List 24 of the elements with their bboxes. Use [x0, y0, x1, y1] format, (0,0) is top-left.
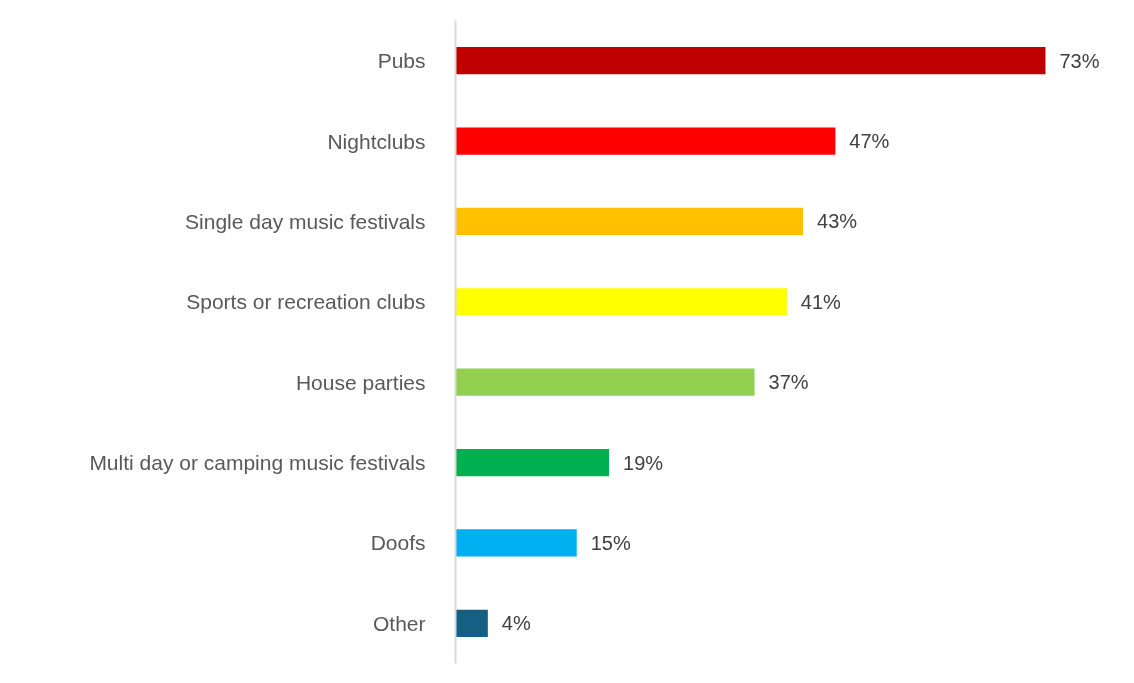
bar	[455, 288, 787, 316]
y-tick-label: Sports or recreation clubs	[186, 290, 426, 314]
y-tick-label: Multi day or camping music festivals	[89, 451, 426, 475]
bar	[455, 448, 610, 477]
bar	[455, 47, 1046, 75]
y-tick-label: Doofs	[370, 531, 426, 555]
bar	[455, 609, 488, 637]
data-label: 43%	[817, 210, 858, 233]
bar	[455, 368, 755, 396]
bar	[455, 127, 836, 155]
y-tick-label: Nightclubs	[327, 129, 426, 153]
data-label: 4%	[501, 612, 531, 635]
data-label: 15%	[590, 531, 631, 554]
data-label: 41%	[800, 290, 842, 313]
data-label: 37%	[768, 371, 809, 394]
y-tick-label: Single day music festivals	[185, 209, 426, 233]
y-tick-label: Pubs	[377, 49, 426, 73]
bar	[455, 207, 804, 236]
data-label: 47%	[849, 130, 890, 153]
data-label: 73%	[1059, 49, 1100, 72]
bar	[455, 529, 577, 557]
y-tick-label: House parties	[295, 370, 426, 394]
y-tick-label: Other	[372, 611, 426, 635]
data-label: 19%	[623, 451, 664, 474]
